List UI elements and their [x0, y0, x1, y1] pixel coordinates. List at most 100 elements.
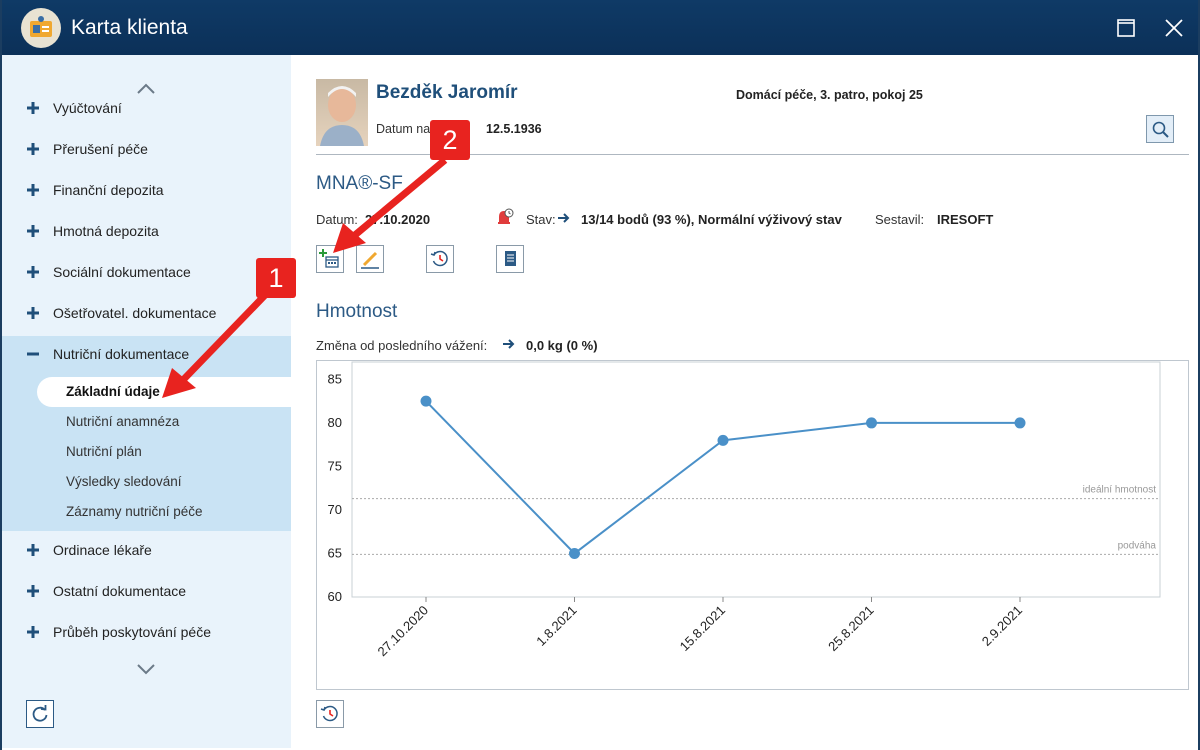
plus-icon	[27, 266, 39, 278]
sidebar-item-financni-depozita[interactable]: Finanční depozita	[2, 172, 291, 212]
edit-button[interactable]	[356, 245, 384, 273]
edit-pencil-icon	[361, 251, 379, 269]
x-tick-label: 1.8.2021	[533, 603, 579, 649]
search-button[interactable]	[1146, 115, 1174, 143]
reference-line-label: ideální hmotnost	[1083, 485, 1157, 496]
y-tick-label: 85	[328, 371, 342, 386]
data-point	[866, 417, 877, 429]
x-tick-label: 25.8.2021	[825, 603, 877, 655]
chart-history-button[interactable]	[316, 700, 344, 728]
y-tick-label: 75	[328, 458, 342, 473]
sidebar-item-label: Průběh poskytování péče	[53, 624, 211, 640]
birth-date-value: 12.5.1936	[486, 122, 542, 136]
sidebar-item-label: Ostatní dokumentace	[53, 583, 187, 599]
sidebar-subitem-zakladni-udaje[interactable]: Základní údaje	[66, 384, 160, 399]
sidebar-item-label: Finanční depozita	[53, 182, 164, 198]
main-panel: Bezděk Jaromír Datum narození: 12.5.1936…	[291, 55, 1198, 748]
add-calendar-icon	[319, 249, 339, 268]
plus-icon	[27, 225, 39, 237]
mna-author-value: IRESOFT	[937, 212, 994, 227]
reference-line-label: podváha	[1118, 540, 1157, 551]
history-icon	[320, 705, 338, 722]
sidebar-item-label: Vyúčtování	[53, 100, 122, 116]
sidebar-subitem-vysledky-sledovani[interactable]: Výsledky sledování	[66, 474, 182, 489]
plus-icon	[27, 626, 39, 638]
mna-status-label: Stav:	[526, 212, 556, 227]
mna-date-value: 27.10.2020	[365, 212, 431, 227]
sidebar-item-label: Ošetřovatel. dokumentace	[53, 305, 217, 321]
mna-section-title: MNA®-SF	[316, 173, 403, 194]
plus-icon	[27, 143, 39, 155]
client-name: Bezděk Jaromír	[376, 82, 518, 103]
data-point	[569, 547, 580, 559]
plus-icon	[27, 544, 39, 556]
plus-icon	[27, 102, 39, 114]
header-divider	[316, 154, 1189, 155]
y-tick-label: 60	[328, 589, 342, 604]
close-icon[interactable]	[1160, 14, 1188, 42]
title-bar: Karta klienta	[0, 0, 1200, 55]
sidebar-item-prubeh-poskytovani-pece[interactable]: Průběh poskytování péče	[2, 614, 291, 654]
weight-chart-svg: 60 65 70 75 80 85 ideální hmotnost podváha 27.10…	[328, 361, 1161, 660]
window-title: Karta klienta	[71, 16, 188, 39]
x-tick-label: 2.9.2021	[979, 603, 1025, 649]
annotation-badge-1: 1	[256, 258, 296, 298]
arrow-right-icon	[557, 211, 571, 223]
mna-author-label: Sestavil:	[875, 212, 925, 227]
annotation-badge-2: 2	[430, 120, 470, 160]
minus-icon	[27, 352, 39, 356]
sidebar-item-socialni-dokumentace[interactable]: Sociální dokumentace	[2, 254, 291, 294]
sidebar-item-hmotna-depozita[interactable]: Hmotná depozita	[2, 213, 291, 253]
sidebar-item-nutricni-dokumentace[interactable]: Nutriční dokumentace	[2, 336, 291, 376]
chevron-down-icon[interactable]	[136, 663, 156, 677]
sidebar-item-osetrovatel-dokumentace[interactable]: Ošetřovatel. dokumentace	[2, 295, 291, 335]
refresh-icon[interactable]	[26, 700, 54, 728]
sidebar-item-label: Ordinace lékaře	[53, 542, 152, 558]
y-tick-label: 65	[328, 545, 342, 560]
sidebar-item-label: Nutriční dokumentace	[53, 346, 190, 362]
data-point	[717, 434, 729, 446]
window-border-left	[0, 0, 2, 750]
sidebar-item-vyuctovani[interactable]: Vyúčtování	[2, 90, 291, 130]
sidebar: Vyúčtování Přerušení péče Finanční depoz…	[2, 55, 293, 748]
weight-chart: 60 65 70 75 80 85 ideální hmotnost podváha 27.10…	[316, 360, 1189, 690]
document-icon	[505, 251, 516, 266]
sidebar-item-label: Přerušení péče	[53, 141, 148, 157]
mna-date-label: Datum:	[316, 212, 358, 227]
plus-icon	[27, 585, 39, 597]
plus-icon	[27, 184, 39, 196]
sidebar-subitem-zaznamy-nutricni-pece[interactable]: Záznamy nutriční péče	[66, 504, 203, 519]
add-record-button[interactable]	[316, 245, 344, 273]
weight-change-label: Změna od posledního vážení:	[316, 338, 488, 353]
y-tick-label: 80	[328, 415, 342, 430]
x-tick-label: 27.10.2020	[374, 603, 431, 660]
maximize-icon[interactable]	[1112, 14, 1140, 42]
window-border-right	[1198, 0, 1200, 750]
chevron-up-icon[interactable]	[136, 81, 156, 95]
document-button[interactable]	[496, 245, 524, 273]
sidebar-subitem-nutricni-plan[interactable]: Nutriční plán	[66, 444, 142, 459]
weight-change-value: 0,0 kg (0 %)	[526, 338, 598, 353]
client-location: Domácí péče, 3. patro, pokoj 25	[736, 88, 923, 102]
plus-icon	[27, 307, 39, 319]
y-tick-label: 70	[328, 502, 342, 517]
client-photo	[316, 79, 368, 146]
magnifier-icon	[1152, 121, 1169, 138]
history-button[interactable]	[426, 245, 454, 273]
sidebar-item-preruseni-pece[interactable]: Přerušení péče	[2, 131, 291, 171]
sidebar-subitem-nutricni-anamneza[interactable]: Nutriční anamnéza	[66, 414, 180, 429]
sidebar-item-label: Sociální dokumentace	[53, 264, 191, 280]
plot-area	[351, 361, 1161, 598]
arrow-right-icon	[502, 337, 516, 349]
data-point	[420, 395, 432, 407]
sidebar-item-ordinace-lekare[interactable]: Ordinace lékaře	[2, 532, 291, 572]
data-point	[1014, 417, 1026, 429]
client-card-icon	[21, 8, 61, 48]
sidebar-item-label: Hmotná depozita	[53, 223, 159, 239]
mna-status-value: 13/14 bodů (93 %), Normální výživový sta…	[581, 212, 842, 227]
sidebar-item-ostatni-dokumentace[interactable]: Ostatní dokumentace	[2, 573, 291, 613]
x-tick-label: 15.8.2021	[677, 603, 729, 655]
alarm-clock-icon	[496, 208, 514, 226]
weight-section-title: Hmotnost	[316, 301, 398, 322]
history-icon	[430, 250, 448, 267]
